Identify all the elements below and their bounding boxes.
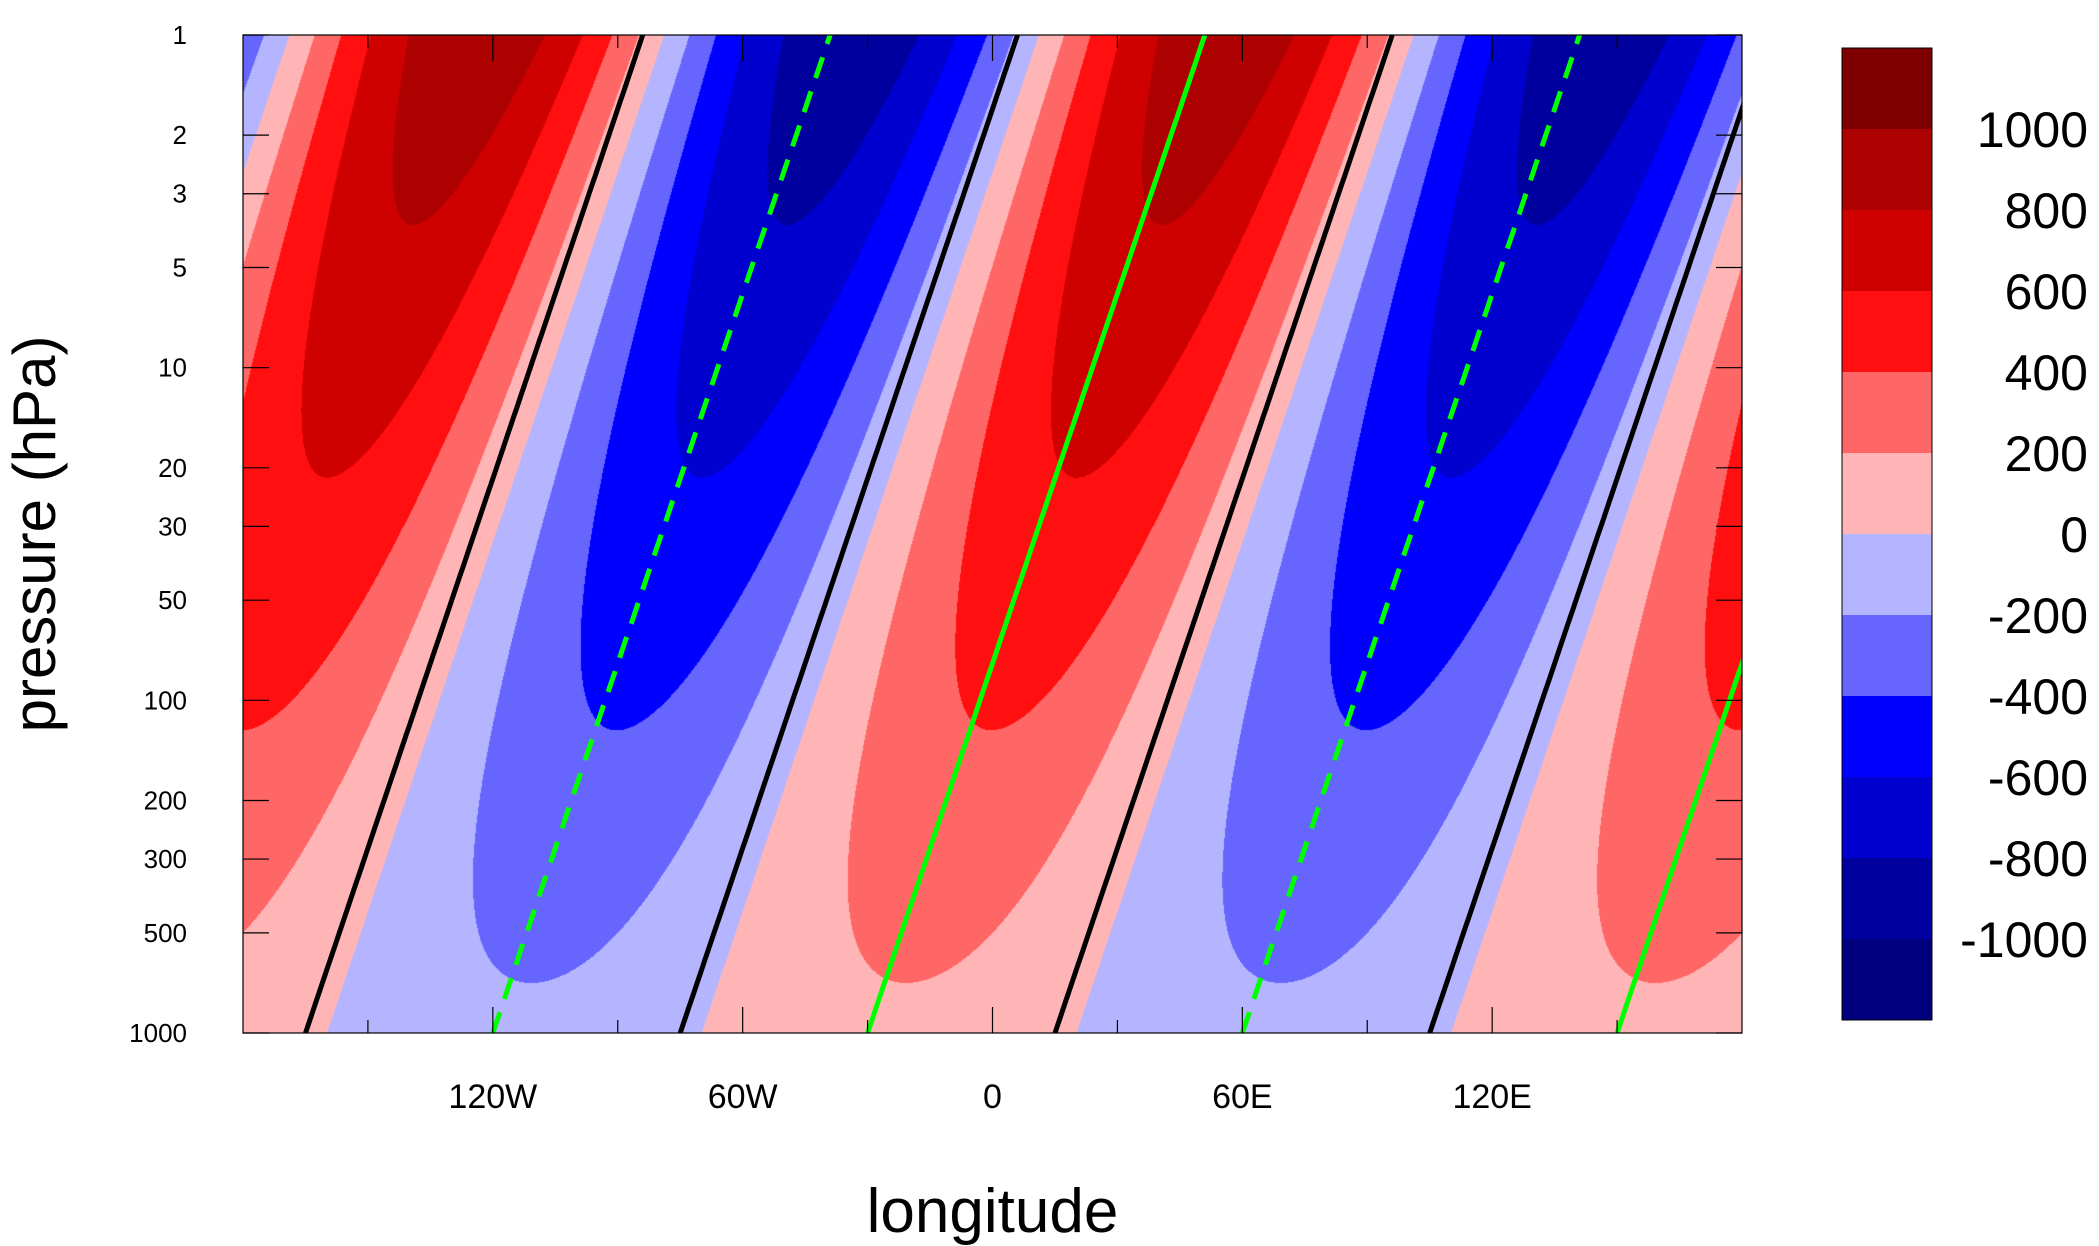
x-tick-label: 60E [1212,1078,1273,1116]
contour-line-dashed-2-0 [490,35,833,1033]
colorbar-label: 600 [2005,264,2088,320]
colorbar-frame [1841,47,1933,1021]
colorbar-label: 1000 [1977,102,2088,158]
contour-line-solid-0-1 [677,35,1020,1033]
y-tick-label: 1000 [129,1018,187,1048]
colorbar-swatch [1842,48,1932,129]
contour-line-dashed-2-1 [1239,35,1582,1033]
colorbar-label: -800 [1988,831,2088,887]
y-tick-label: 20 [158,453,187,483]
colorbar-swatch [1842,129,1932,210]
shaded-field [243,35,1742,1033]
colorbar: -1000 -800 -600 -400 -200 0 200 400 600 800 1000 [1841,47,2088,1021]
y-tick-label: 100 [144,685,187,715]
y-tick-label: 30 [158,511,187,541]
y-tick-label: 50 [158,585,187,615]
colorbar-label: -600 [1988,750,2088,806]
contour-line-solid-1-0 [865,35,1208,1033]
colorbar-label: 800 [2005,183,2088,239]
y-tick-label: 500 [144,918,187,948]
y-axis-title: pressure (hPa) [1,336,68,733]
contour-line-solid-1-1 [1614,655,1742,1033]
y-tick-label: 3 [173,179,187,209]
colorbar-swatch [1842,453,1932,534]
y-tick-label: 200 [144,785,187,815]
colorbar-swatch [1842,534,1932,615]
colorbar-label: -200 [1988,588,2088,644]
y-tick-label: 300 [144,844,187,874]
colorbar-label: 200 [2005,426,2088,482]
colorbar-label: 0 [2060,507,2088,563]
x-tick-label: 120E [1452,1078,1531,1116]
contour-line-solid-0-3 [1427,101,1742,1033]
colorbar-swatch [1842,939,1932,1020]
y-axis: 1 2 3 5 10 20 30 50 100 200 300 500 1000 [129,20,1742,1048]
contour-lines [303,35,1742,1033]
x-tick-label: 60W [708,1078,778,1116]
y-tick-label: 2 [173,120,187,150]
colorbar-swatch [1842,777,1932,858]
colorbar-label: -1000 [1960,912,2088,968]
colorbar-swatch [1842,696,1932,777]
colorbar-swatch [1842,210,1932,291]
x-tick-label: 120W [448,1078,537,1116]
colorbar-swatch [1842,291,1932,372]
colorbar-swatch [1842,615,1932,696]
contour-line-solid-0-0 [303,35,646,1033]
x-axis: 120W 60W 0 60E 120E [367,35,1618,1116]
x-axis-title: longitude [867,1177,1119,1246]
y-tick-label: 1 [173,20,187,50]
contour-line-solid-0-2 [1052,35,1395,1033]
colorbar-label: -400 [1988,669,2088,725]
contour-fill [243,35,1742,1033]
colorbar-swatch [1842,858,1932,939]
colorbar-swatch [1842,372,1932,453]
y-tick-label: 5 [173,253,187,283]
y-tick-label: 10 [158,353,187,383]
colorbar-label: 400 [2005,345,2088,401]
x-tick-label: 0 [983,1078,1002,1116]
